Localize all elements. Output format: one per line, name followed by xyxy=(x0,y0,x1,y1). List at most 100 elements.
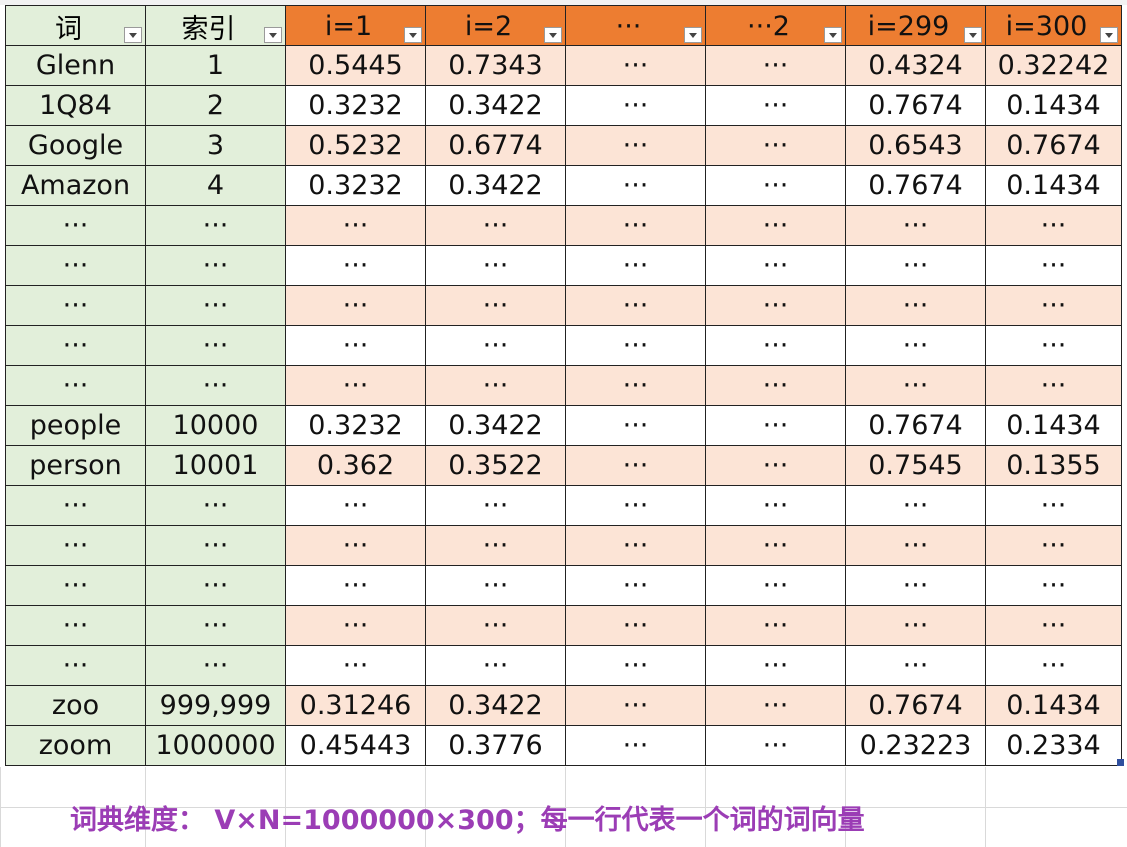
vector-value-cell[interactable]: 0.5232 xyxy=(285,125,426,166)
header-word-cell[interactable]: 词 xyxy=(5,5,146,46)
vector-value-cell[interactable]: 0.1434 xyxy=(985,85,1122,126)
index-cell[interactable]: ··· xyxy=(145,605,286,646)
vector-value-cell[interactable]: ··· xyxy=(285,365,426,406)
vector-value-cell[interactable]: 0.7674 xyxy=(985,125,1122,166)
vector-value-cell[interactable]: ··· xyxy=(705,125,846,166)
vector-value-cell[interactable]: ··· xyxy=(285,325,426,366)
vector-value-cell[interactable]: ··· xyxy=(285,285,426,326)
vector-value-cell[interactable]: 0.23223 xyxy=(845,725,986,766)
vector-value-cell[interactable]: 0.5445 xyxy=(285,45,426,86)
vector-value-cell[interactable]: ··· xyxy=(565,725,706,766)
vector-value-cell[interactable]: ··· xyxy=(565,45,706,86)
filter-dropdown-icon[interactable] xyxy=(964,27,982,43)
index-cell[interactable]: ··· xyxy=(145,565,286,606)
index-cell[interactable]: ··· xyxy=(145,365,286,406)
vector-value-cell[interactable]: ··· xyxy=(285,645,426,686)
vector-value-cell[interactable]: 0.3776 xyxy=(425,725,566,766)
header-dim-299-cell[interactable]: i=299 xyxy=(845,5,986,46)
vector-value-cell[interactable]: 0.3232 xyxy=(285,165,426,206)
vector-value-cell[interactable]: ··· xyxy=(425,245,566,286)
vector-value-cell[interactable]: 0.6774 xyxy=(425,125,566,166)
header-dim-1-cell[interactable]: i=1 xyxy=(285,5,426,46)
table-resize-handle[interactable] xyxy=(1117,759,1124,766)
vector-value-cell[interactable]: 0.32242 xyxy=(985,45,1122,86)
vector-value-cell[interactable]: 0.1434 xyxy=(985,405,1122,446)
vector-value-cell[interactable]: ··· xyxy=(565,445,706,486)
index-cell[interactable]: ··· xyxy=(145,245,286,286)
word-cell[interactable]: ··· xyxy=(5,525,146,566)
word-cell[interactable]: zoo xyxy=(5,685,146,726)
vector-value-cell[interactable]: ··· xyxy=(285,605,426,646)
index-cell[interactable]: 10000 xyxy=(145,405,286,446)
vector-value-cell[interactable]: ··· xyxy=(425,645,566,686)
vector-value-cell[interactable]: ··· xyxy=(565,325,706,366)
vector-value-cell[interactable]: ··· xyxy=(285,525,426,566)
index-cell[interactable]: 1000000 xyxy=(145,725,286,766)
word-cell[interactable]: 1Q84 xyxy=(5,85,146,126)
index-cell[interactable]: 3 xyxy=(145,125,286,166)
filter-dropdown-icon[interactable] xyxy=(824,27,842,43)
header-dim-ellipsis-2-cell[interactable]: ···2 xyxy=(705,5,846,46)
vector-value-cell[interactable]: ··· xyxy=(565,645,706,686)
word-cell[interactable]: person xyxy=(5,445,146,486)
vector-value-cell[interactable]: ··· xyxy=(845,485,986,526)
vector-value-cell[interactable]: ··· xyxy=(705,605,846,646)
vector-value-cell[interactable]: 0.7674 xyxy=(845,165,986,206)
vector-value-cell[interactable]: 0.3232 xyxy=(285,85,426,126)
vector-value-cell[interactable]: 0.7343 xyxy=(425,45,566,86)
filter-dropdown-icon[interactable] xyxy=(1100,27,1118,43)
vector-value-cell[interactable]: ··· xyxy=(985,325,1122,366)
vector-value-cell[interactable]: 0.3422 xyxy=(425,85,566,126)
vector-value-cell[interactable]: ··· xyxy=(565,405,706,446)
vector-value-cell[interactable]: ··· xyxy=(425,205,566,246)
vector-value-cell[interactable]: 0.1355 xyxy=(985,445,1122,486)
vector-value-cell[interactable]: 0.31246 xyxy=(285,685,426,726)
vector-value-cell[interactable]: ··· xyxy=(985,485,1122,526)
word-cell[interactable]: ··· xyxy=(5,205,146,246)
vector-value-cell[interactable]: 0.7674 xyxy=(845,405,986,446)
empty-grid-area[interactable] xyxy=(0,767,1127,847)
vector-value-cell[interactable]: 0.362 xyxy=(285,445,426,486)
vector-value-cell[interactable]: ··· xyxy=(845,525,986,566)
index-cell[interactable]: 10001 xyxy=(145,445,286,486)
vector-value-cell[interactable]: 0.2334 xyxy=(985,725,1122,766)
vector-value-cell[interactable]: ··· xyxy=(565,285,706,326)
filter-dropdown-icon[interactable] xyxy=(264,27,282,43)
word-cell[interactable]: ··· xyxy=(5,485,146,526)
vector-value-cell[interactable]: ··· xyxy=(985,645,1122,686)
vector-value-cell[interactable]: ··· xyxy=(285,205,426,246)
vector-value-cell[interactable]: ··· xyxy=(285,245,426,286)
vector-value-cell[interactable]: 0.3232 xyxy=(285,405,426,446)
index-cell[interactable]: 1 xyxy=(145,45,286,86)
vector-value-cell[interactable]: ··· xyxy=(565,485,706,526)
vector-value-cell[interactable]: ··· xyxy=(705,645,846,686)
word-cell[interactable]: ··· xyxy=(5,245,146,286)
filter-dropdown-icon[interactable] xyxy=(544,27,562,43)
vector-value-cell[interactable]: 0.7674 xyxy=(845,685,986,726)
word-cell[interactable]: ··· xyxy=(5,325,146,366)
vector-value-cell[interactable]: ··· xyxy=(565,245,706,286)
vector-value-cell[interactable]: ··· xyxy=(705,525,846,566)
vector-value-cell[interactable]: 0.7545 xyxy=(845,445,986,486)
index-cell[interactable]: ··· xyxy=(145,485,286,526)
vector-value-cell[interactable]: 0.1434 xyxy=(985,685,1122,726)
vector-value-cell[interactable]: 0.7674 xyxy=(845,85,986,126)
vector-value-cell[interactable]: ··· xyxy=(565,365,706,406)
vector-value-cell[interactable]: 0.3522 xyxy=(425,445,566,486)
vector-value-cell[interactable]: ··· xyxy=(425,365,566,406)
vector-value-cell[interactable]: ··· xyxy=(845,245,986,286)
vector-value-cell[interactable]: 0.4324 xyxy=(845,45,986,86)
vector-value-cell[interactable]: ··· xyxy=(845,565,986,606)
word-cell[interactable]: zoom xyxy=(5,725,146,766)
index-cell[interactable]: ··· xyxy=(145,325,286,366)
index-cell[interactable]: ··· xyxy=(145,525,286,566)
vector-value-cell[interactable]: ··· xyxy=(705,565,846,606)
vector-value-cell[interactable]: ··· xyxy=(565,685,706,726)
vector-value-cell[interactable]: ··· xyxy=(565,605,706,646)
header-dim-ellipsis-cell[interactable]: ··· xyxy=(565,5,706,46)
vector-value-cell[interactable]: ··· xyxy=(565,165,706,206)
vector-value-cell[interactable]: ··· xyxy=(425,565,566,606)
vector-value-cell[interactable]: ··· xyxy=(845,605,986,646)
index-cell[interactable]: ··· xyxy=(145,645,286,686)
word-cell[interactable]: ··· xyxy=(5,565,146,606)
